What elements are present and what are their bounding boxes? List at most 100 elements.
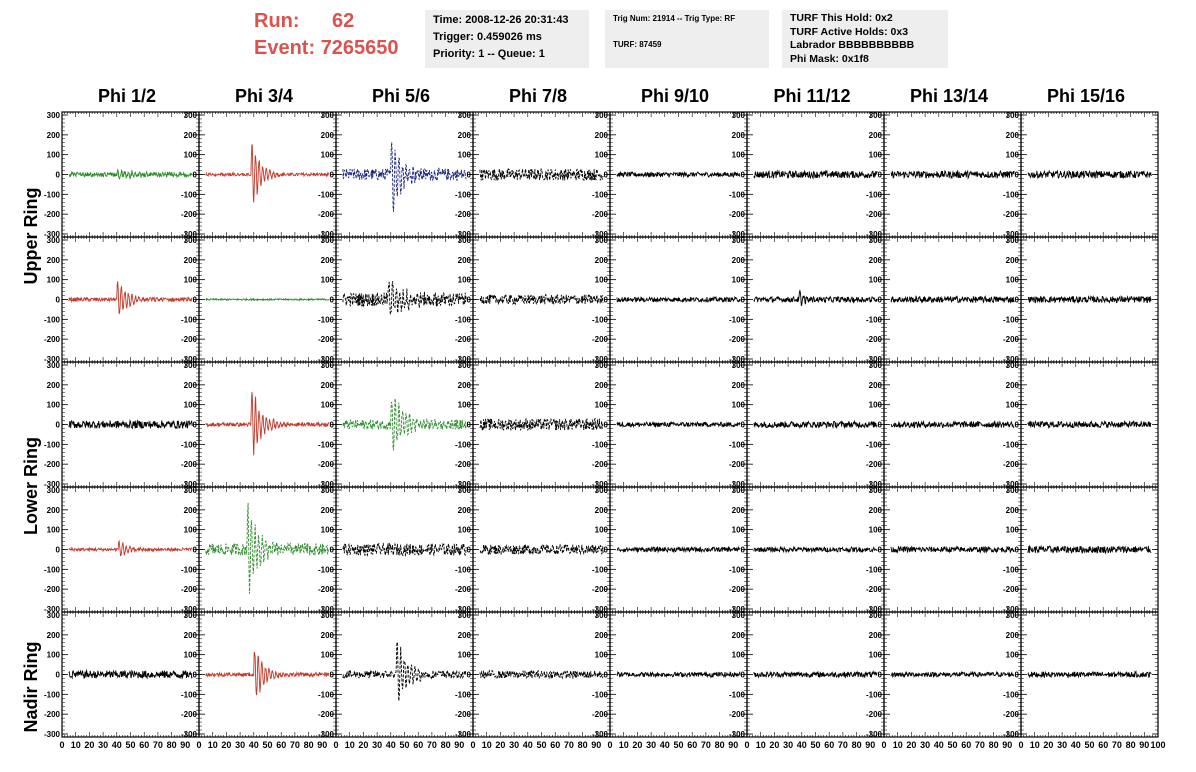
- y-tick-label: 200: [321, 256, 335, 265]
- y-tick-label: 200: [1006, 256, 1020, 265]
- waveform-trace: [205, 502, 330, 594]
- y-tick-label: 200: [595, 131, 609, 140]
- y-tick-label: 100: [869, 401, 883, 410]
- panel-frame: [335, 111, 474, 238]
- y-tick-label: 100: [595, 401, 609, 410]
- col-head-2: Phi 3/4: [234, 86, 294, 106]
- y-tick-label: -100: [455, 440, 472, 449]
- y-tick-label: -300: [729, 230, 746, 239]
- panel-r2-c3: 300 200 100 0 -100 -200 -300: [318, 236, 474, 364]
- time-info-box: Time: 2008-12-26 20:31:43 Trigger: 0.459…: [425, 10, 589, 68]
- y-tick-label: 0: [467, 296, 472, 305]
- y-tick-label: -200: [181, 460, 198, 469]
- y-tick-label: 300: [732, 361, 746, 370]
- event-value: 7265650: [320, 37, 399, 59]
- y-tick-label: -200: [455, 210, 472, 219]
- y-tick-label: -300: [729, 355, 746, 364]
- y-tick-label: 300: [184, 111, 198, 120]
- y-tick-label: -100: [866, 190, 883, 199]
- labrador-line: Labrador BBBBBBBBBB: [790, 39, 915, 51]
- y-tick-label: 300: [184, 486, 198, 495]
- y-tick-label: 0: [193, 171, 198, 180]
- y-tick-label: -200: [181, 335, 198, 344]
- panel-r2-c7: 300 200 100 0 -100 -200 -300: [866, 236, 1022, 364]
- waveform-trace: [342, 398, 467, 451]
- y-tick-label: 0: [193, 546, 198, 555]
- run-label: Run:: [254, 10, 300, 32]
- y-tick-label: 300: [47, 486, 61, 495]
- y-tick-label: 0: [330, 421, 335, 430]
- panel-r1-c4: 300 200 100 0 -100 -200 -300: [455, 111, 611, 239]
- col-head-7: Phi 13/14: [909, 86, 989, 106]
- col-head-1: Phi 1/2: [97, 86, 157, 106]
- y-tick-label: 100: [184, 401, 198, 410]
- y-tick-label: 300: [595, 236, 609, 245]
- y-tick-label: 200: [458, 381, 472, 390]
- y-tick-label: 200: [732, 256, 746, 265]
- y-tick-label: -100: [592, 315, 609, 324]
- panel-r2-c6: 300 200 100 0 -100 -200 -300: [729, 236, 885, 364]
- panel-r1-c1: 300 200 100 0 -100 -200 -300: [44, 111, 200, 239]
- y-tick-label: -200: [318, 585, 335, 594]
- y-tick-label: 200: [869, 381, 883, 390]
- y-tick-label: 0: [604, 171, 609, 180]
- y-tick-label: -100: [181, 315, 198, 324]
- y-tick-label: 100: [595, 151, 609, 160]
- y-tick-label: -100: [318, 440, 335, 449]
- y-tick-label: 300: [1006, 236, 1020, 245]
- y-tick-label: 0: [330, 171, 335, 180]
- y-tick-label: -200: [44, 335, 61, 344]
- y-tick-label: 100: [732, 276, 746, 285]
- y-tick-label: 300: [458, 236, 472, 245]
- y-tick-label: 200: [321, 381, 335, 390]
- waveform-trace: [1027, 169, 1152, 180]
- waveform-trace: [205, 144, 330, 203]
- y-tick-label: -200: [729, 335, 746, 344]
- panel-r4-c2: 300 200 100 0 -100 -200 -300: [181, 486, 337, 614]
- y-tick-label: 0: [741, 296, 746, 305]
- y-tick-label: 100: [869, 276, 883, 285]
- waveform-trace: [205, 391, 330, 456]
- y-tick-label: -300: [181, 355, 198, 364]
- y-tick-label: 200: [869, 256, 883, 265]
- y-tick-label: -100: [1003, 440, 1020, 449]
- y-tick-label: 0: [193, 296, 198, 305]
- y-tick-label: 200: [732, 131, 746, 140]
- y-tick-label: 300: [321, 486, 335, 495]
- panel-r3-c1: 300 200 100 0 -100 -200 -300: [44, 361, 200, 489]
- y-tick-label: 300: [458, 361, 472, 370]
- y-tick-label: -300: [44, 480, 61, 489]
- y-tick-label: 300: [732, 111, 746, 120]
- y-tick-label: 300: [732, 236, 746, 245]
- y-tick-label: 0: [1015, 171, 1020, 180]
- y-tick-label: 0: [330, 546, 335, 555]
- y-tick-label: -300: [1003, 480, 1020, 489]
- waveform-trace: [753, 169, 878, 180]
- y-tick-label: -300: [318, 605, 335, 614]
- trig-num-line: Trig Num: 21914 -- Trig Type: RF: [613, 14, 736, 23]
- y-tick-label: -100: [729, 440, 746, 449]
- y-tick-label: -300: [181, 480, 198, 489]
- y-tick-label: 100: [1006, 151, 1020, 160]
- y-tick-label: 100: [869, 151, 883, 160]
- waveform-trace: [342, 281, 467, 315]
- y-tick-label: 200: [458, 256, 472, 265]
- y-tick-label: 200: [184, 506, 198, 515]
- y-tick-label: 300: [321, 111, 335, 120]
- y-tick-label: 200: [458, 131, 472, 140]
- y-tick-label: -300: [729, 480, 746, 489]
- y-tick-label: 0: [56, 421, 61, 430]
- y-tick-label: 100: [47, 276, 61, 285]
- panel-r3-c2: 300 200 100 0 -100 -200 -300: [181, 361, 337, 489]
- waveform-trace: [479, 167, 604, 182]
- y-tick-label: 100: [184, 526, 198, 535]
- y-tick-label: -200: [1003, 460, 1020, 469]
- y-tick-label: -300: [44, 355, 61, 364]
- y-tick-label: -300: [592, 230, 609, 239]
- turf-active-line: TURF Active Holds: 0x3: [790, 25, 909, 38]
- y-tick-label: 100: [458, 401, 472, 410]
- waveform-trace: [479, 417, 604, 432]
- y-tick-label: -100: [44, 190, 61, 199]
- y-tick-label: 0: [878, 171, 883, 180]
- y-tick-label: 300: [869, 111, 883, 120]
